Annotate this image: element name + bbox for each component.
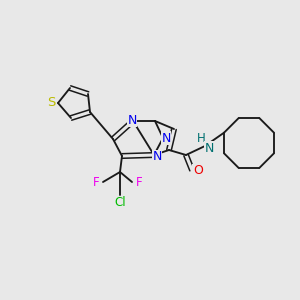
Text: N: N	[127, 113, 137, 127]
Text: Cl: Cl	[114, 196, 126, 209]
Text: F: F	[93, 176, 99, 190]
Text: N: N	[161, 131, 171, 145]
Text: F: F	[136, 176, 142, 190]
Text: H: H	[196, 131, 206, 145]
Text: S: S	[47, 97, 55, 110]
Text: O: O	[193, 164, 203, 178]
Text: N: N	[204, 142, 214, 154]
Text: N: N	[152, 151, 162, 164]
